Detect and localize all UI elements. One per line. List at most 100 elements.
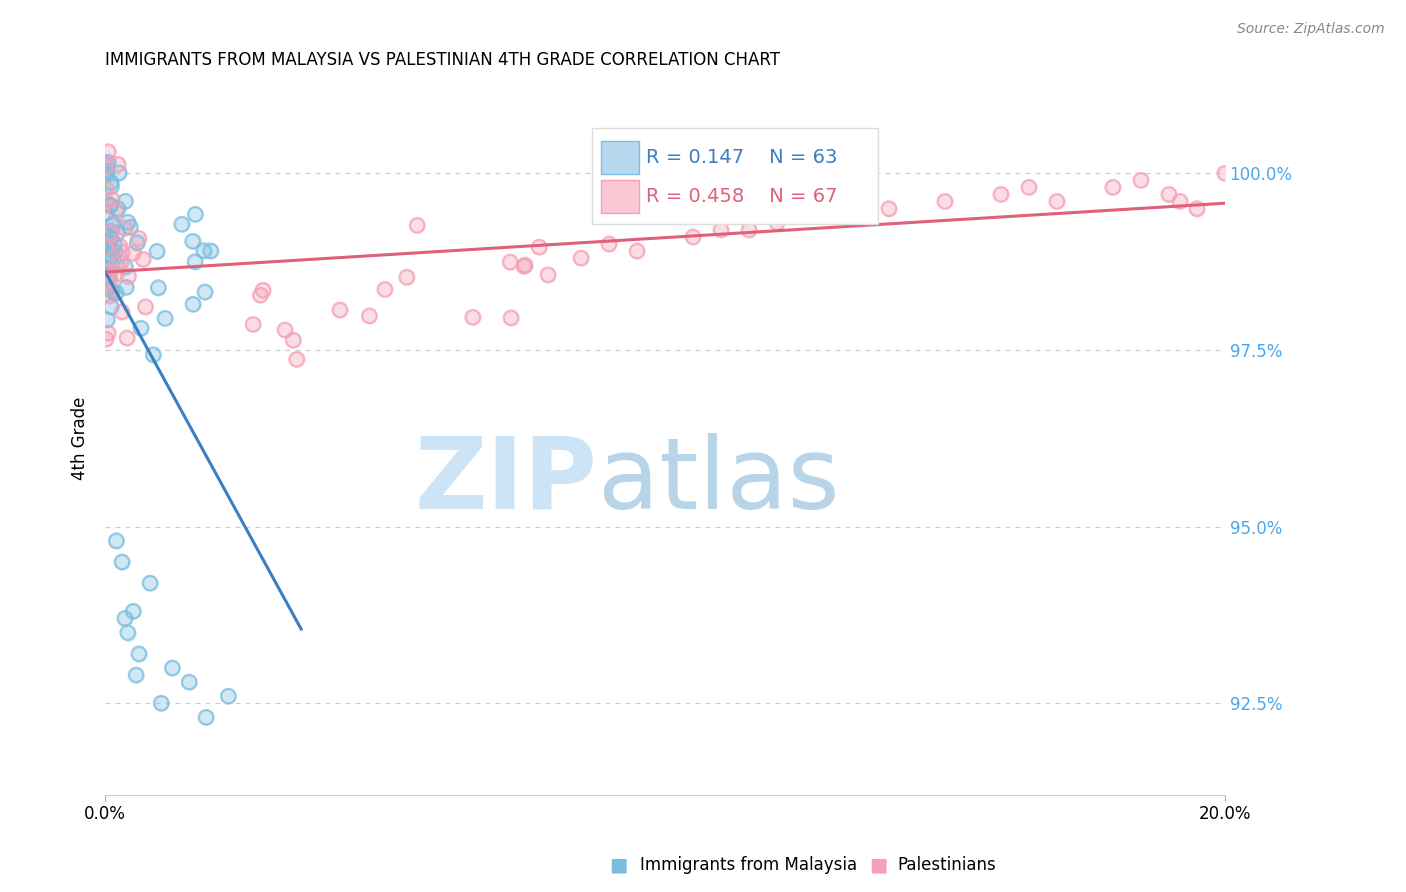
Point [117, 625, 139, 640]
Point [114, 611, 136, 625]
Text: ■: ■ [869, 855, 889, 875]
Point [242, 318, 264, 332]
Point [111, 244, 134, 259]
Point [184, 207, 207, 221]
Point [1046, 194, 1069, 209]
Point [499, 255, 522, 269]
Point [105, 267, 128, 281]
FancyBboxPatch shape [602, 180, 640, 212]
Point [122, 246, 145, 260]
Point [184, 207, 207, 221]
Point [249, 288, 271, 302]
Text: atlas: atlas [598, 433, 839, 530]
Point [359, 309, 381, 323]
Point [821, 209, 844, 223]
Point [115, 331, 138, 345]
FancyBboxPatch shape [602, 141, 640, 174]
Point [96, 163, 118, 178]
Point [97, 326, 120, 340]
Point [94, 240, 117, 254]
Point [94, 157, 117, 171]
Point [98, 265, 121, 279]
Point [877, 202, 900, 216]
Point [94, 182, 117, 196]
Point [200, 244, 222, 258]
Point [94, 267, 117, 281]
Text: IMMIGRANTS FROM MALAYSIA VS PALESTINIAN 4TH GRADE CORRELATION CHART: IMMIGRANTS FROM MALAYSIA VS PALESTINIAN … [105, 51, 780, 69]
Point [193, 244, 215, 258]
Point [100, 284, 122, 298]
Point [934, 194, 956, 209]
Point [569, 251, 592, 265]
Point [1018, 180, 1040, 194]
Point [766, 216, 789, 230]
Point [283, 333, 305, 347]
Point [1213, 166, 1236, 180]
Point [1018, 180, 1040, 194]
Point [127, 235, 149, 250]
Point [181, 297, 204, 311]
Point [406, 219, 429, 233]
Point [598, 236, 620, 251]
Point [194, 285, 217, 299]
Point [682, 229, 704, 244]
Point [148, 280, 170, 294]
Point [513, 260, 536, 274]
Point [98, 273, 121, 287]
Point [1129, 173, 1152, 187]
Point [285, 352, 308, 367]
Point [94, 167, 117, 181]
Point [97, 145, 120, 159]
Point [97, 155, 120, 169]
Point [598, 236, 620, 251]
Point [146, 244, 169, 259]
Point [98, 226, 121, 240]
Point [682, 229, 704, 244]
Point [374, 283, 396, 297]
Point [821, 209, 844, 223]
Point [329, 302, 352, 317]
Point [111, 305, 134, 319]
Point [395, 270, 418, 285]
Point [98, 273, 121, 287]
Point [499, 310, 522, 325]
Point [120, 220, 142, 235]
Point [122, 604, 145, 618]
Point [100, 175, 122, 189]
Point [128, 647, 150, 661]
Point [96, 312, 118, 326]
Point [94, 332, 117, 346]
Point [98, 198, 121, 212]
Point [513, 258, 536, 272]
Point [114, 194, 136, 209]
Point [990, 187, 1012, 202]
Point [117, 215, 139, 229]
Point [101, 192, 124, 206]
Point [329, 302, 352, 317]
Point [97, 326, 120, 340]
Point [129, 321, 152, 335]
Point [170, 217, 193, 231]
Point [139, 576, 162, 591]
Point [114, 260, 136, 274]
Point [111, 305, 134, 319]
Text: R = 0.458    N = 67: R = 0.458 N = 67 [645, 186, 838, 206]
Point [101, 217, 124, 231]
Point [94, 167, 117, 181]
Point [184, 254, 207, 268]
Point [97, 145, 120, 159]
Point [283, 333, 305, 347]
Point [105, 267, 128, 281]
Point [217, 689, 239, 703]
Point [499, 310, 522, 325]
Point [374, 283, 396, 297]
Point [97, 247, 120, 261]
Point [103, 236, 125, 251]
Text: Palestinians: Palestinians [897, 856, 995, 874]
Point [1157, 187, 1180, 202]
Point [96, 235, 118, 249]
Point [94, 194, 117, 209]
Point [1101, 180, 1123, 194]
Point [98, 268, 121, 283]
Point [104, 245, 127, 260]
